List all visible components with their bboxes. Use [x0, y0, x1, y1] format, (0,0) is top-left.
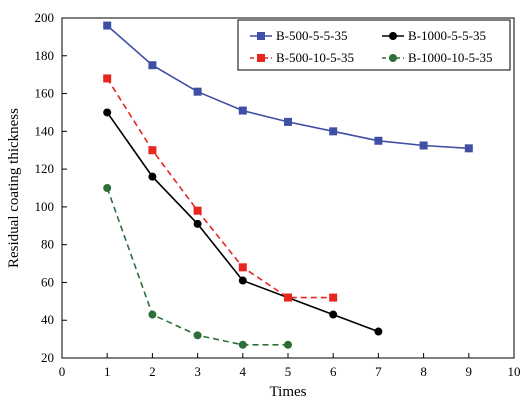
- y-tick-label: 140: [35, 123, 55, 138]
- legend-label: B-500-5-5-35: [276, 28, 348, 43]
- y-tick-label: 80: [41, 237, 54, 252]
- axis-ticks: 0 1 2 3 4 5 6 7 8 9 10 20 40 60 80 100 120 140 160 180 200: [35, 10, 521, 379]
- x-tick-label: 5: [285, 364, 292, 379]
- data-point: [193, 206, 202, 215]
- data-point: [284, 340, 292, 349]
- x-tick-label: 3: [194, 364, 201, 379]
- y-tick-label: 120: [35, 161, 55, 176]
- series-layer: [103, 21, 473, 349]
- legend-label: B-1000-5-5-35: [408, 28, 486, 43]
- x-tick-label: 8: [420, 364, 427, 379]
- data-point: [193, 87, 202, 96]
- legend-marker: [257, 32, 265, 40]
- legend: B-500-5-5-35 B-1000-5-5-35 B-500-10-5-35 B-…: [237, 19, 511, 71]
- x-tick-label: 2: [149, 364, 156, 379]
- series-line: [106, 77, 334, 299]
- x-tick-label: 4: [240, 364, 247, 379]
- legend-box: [237, 19, 511, 71]
- y-tick-label: 200: [35, 10, 55, 25]
- x-tick-label: 6: [330, 364, 337, 379]
- data-point: [238, 340, 247, 349]
- data-point: [329, 293, 338, 302]
- y-tick-label: 180: [35, 48, 55, 63]
- data-point: [329, 310, 338, 319]
- x-tick-label: 1: [104, 364, 111, 379]
- data-point: [148, 61, 157, 70]
- legend-item: B-500-10-5-35: [250, 50, 354, 65]
- data-point: [284, 117, 292, 126]
- legend-label: B-500-10-5-35: [276, 50, 354, 65]
- x-tick-label: 7: [375, 364, 382, 379]
- data-point: [193, 219, 202, 228]
- data-point: [284, 293, 292, 302]
- legend-item: B-1000-5-5-35: [382, 28, 486, 43]
- legend-label: B-1000-10-5-35: [408, 50, 493, 65]
- data-point: [464, 144, 473, 153]
- data-point: [148, 146, 157, 155]
- data-point: [374, 136, 383, 145]
- data-point: [103, 108, 112, 117]
- y-tick-label: 40: [41, 312, 54, 327]
- data-point: [148, 310, 157, 319]
- data-point: [419, 141, 428, 150]
- y-tick-label: 100: [35, 199, 55, 214]
- data-point: [238, 263, 247, 272]
- x-tick-label: 10: [508, 364, 521, 379]
- series-b-500-10-5-35: [103, 74, 338, 302]
- y-tick-label: 60: [41, 274, 54, 289]
- series-line: [106, 111, 379, 333]
- series-b-1000-5-5-35: [103, 108, 383, 336]
- x-axis-title: Times: [270, 384, 307, 400]
- data-point: [103, 21, 112, 30]
- y-tick-label: 160: [35, 86, 55, 101]
- series-b-500-5-5-35: [103, 21, 473, 153]
- data-point: [329, 127, 338, 136]
- x-tick-label: 0: [59, 364, 66, 379]
- data-point: [238, 276, 247, 285]
- y-tick-label: 20: [41, 350, 54, 365]
- data-point: [103, 74, 112, 83]
- legend-item: B-500-5-5-35: [250, 28, 348, 43]
- x-tick-label: 9: [466, 364, 473, 379]
- data-point: [103, 184, 112, 192]
- data-point: [238, 106, 247, 115]
- data-point: [148, 172, 157, 181]
- y-axis-title: Residual coating thickness: [6, 108, 22, 268]
- series-b-1000-10-5-35: [103, 184, 292, 349]
- legend-marker: [389, 32, 397, 40]
- legend-marker: [389, 54, 397, 62]
- legend-marker: [257, 54, 265, 62]
- legend-item: B-1000-10-5-35: [382, 50, 493, 65]
- data-point: [374, 327, 383, 336]
- data-point: [193, 331, 202, 340]
